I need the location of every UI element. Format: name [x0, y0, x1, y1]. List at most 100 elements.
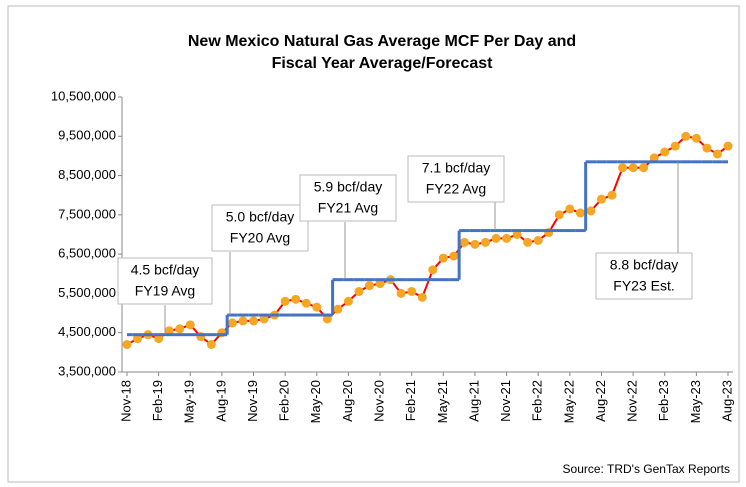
- data-point: [238, 316, 248, 326]
- x-tick-label: Nov-18: [118, 380, 133, 422]
- x-tick-label: May-19: [182, 380, 197, 423]
- y-tick-label: 5,500,000: [58, 285, 116, 300]
- callout-text: FY20 Avg: [230, 230, 290, 246]
- data-point: [491, 233, 501, 243]
- data-point: [175, 324, 185, 334]
- data-point: [249, 316, 259, 326]
- data-point: [480, 237, 490, 247]
- data-point: [417, 292, 427, 302]
- callout-text: 5.9 bcf/day: [314, 179, 383, 195]
- x-tick-label: May-22: [561, 380, 576, 423]
- x-tick-label: Aug-21: [466, 380, 481, 422]
- data-point: [154, 334, 164, 344]
- data-point: [291, 294, 301, 304]
- y-tick-label: 3,500,000: [58, 363, 116, 378]
- data-point: [723, 141, 733, 151]
- data-point: [607, 190, 617, 200]
- data-point: [639, 163, 649, 173]
- data-point: [459, 237, 469, 247]
- callout-text: 8.8 bcf/day: [610, 257, 679, 273]
- data-point: [449, 251, 459, 261]
- callout-text: 5.0 bcf/day: [226, 209, 295, 225]
- callout-box: [299, 174, 397, 222]
- data-point: [586, 206, 596, 216]
- callout-text: 4.5 bcf/day: [131, 262, 200, 278]
- data-point: [375, 279, 385, 289]
- y-tick-label: 6,500,000: [58, 246, 116, 261]
- data-point: [660, 147, 670, 157]
- x-tick-label: Feb-20: [277, 380, 292, 421]
- y-tick-label: 9,500,000: [58, 128, 116, 143]
- data-point: [301, 298, 311, 308]
- callout-text: FY21 Avg: [318, 200, 378, 216]
- data-point: [280, 296, 290, 306]
- x-tick-label: Feb-21: [403, 380, 418, 421]
- data-point: [670, 141, 680, 151]
- data-point: [691, 133, 701, 143]
- data-point: [575, 208, 585, 218]
- y-tick-label: 4,500,000: [58, 324, 116, 339]
- data-point: [618, 163, 628, 173]
- data-point: [554, 210, 564, 220]
- data-point: [428, 265, 438, 275]
- data-point: [312, 302, 322, 312]
- y-tick-label: 10,500,000: [51, 88, 116, 103]
- data-point: [133, 334, 143, 344]
- x-tick-label: Nov-21: [498, 380, 513, 422]
- data-point: [259, 314, 269, 324]
- x-tick-label: May-23: [688, 380, 703, 423]
- data-point: [565, 204, 575, 214]
- chart-title: Fiscal Year Average/Forecast: [272, 55, 494, 72]
- data-point: [712, 149, 722, 159]
- x-tick-label: Feb-22: [530, 380, 545, 421]
- data-point: [596, 194, 606, 204]
- data-point: [206, 340, 216, 349]
- x-tick-label: Nov-19: [245, 380, 260, 422]
- x-tick-label: Aug-20: [340, 380, 355, 422]
- x-tick-label: Feb-23: [656, 380, 671, 421]
- data-point: [365, 281, 375, 291]
- data-point: [702, 143, 712, 153]
- source-note: Source: TRD's GenTax Reports: [563, 462, 730, 476]
- x-tick-label: Nov-22: [625, 380, 640, 422]
- y-tick-label: 8,500,000: [58, 167, 116, 182]
- y-tick-label: 7,500,000: [58, 206, 116, 221]
- data-point: [628, 163, 638, 173]
- data-point: [227, 318, 237, 328]
- callout-text: FY19 Avg: [135, 283, 195, 299]
- data-point: [354, 286, 364, 296]
- callout-text: FY22 Avg: [426, 181, 486, 197]
- x-tick-label: Nov-20: [371, 380, 386, 422]
- data-point: [333, 304, 343, 314]
- data-point: [512, 230, 522, 239]
- callout-text: FY23 Est.: [613, 278, 674, 294]
- data-point: [164, 326, 174, 336]
- x-tick-label: Feb-19: [150, 380, 165, 421]
- data-point: [122, 340, 132, 349]
- data-point: [322, 314, 332, 324]
- callout-box: [407, 155, 505, 203]
- chart-title: New Mexico Natural Gas Average MCF Per D…: [188, 33, 576, 50]
- x-tick-label: May-20: [308, 380, 323, 423]
- data-point: [407, 286, 417, 296]
- x-tick-label: May-21: [435, 380, 450, 423]
- callout-box: [117, 257, 213, 305]
- x-tick-label: Aug-23: [719, 380, 734, 422]
- data-point: [523, 237, 533, 247]
- data-point: [533, 235, 543, 245]
- data-point: [502, 233, 512, 243]
- x-tick-label: Aug-19: [213, 380, 228, 422]
- data-point: [649, 153, 659, 163]
- callout-text: 7.1 bcf/day: [422, 160, 491, 176]
- data-point: [396, 288, 406, 298]
- data-point: [470, 239, 480, 249]
- chart-border: [7, 5, 740, 483]
- data-point: [185, 320, 195, 330]
- callout-box: [211, 204, 309, 252]
- data-point: [343, 296, 353, 306]
- callout-box: [595, 252, 693, 300]
- data-point: [438, 253, 448, 263]
- data-point: [681, 131, 691, 141]
- x-tick-label: Aug-22: [593, 380, 608, 422]
